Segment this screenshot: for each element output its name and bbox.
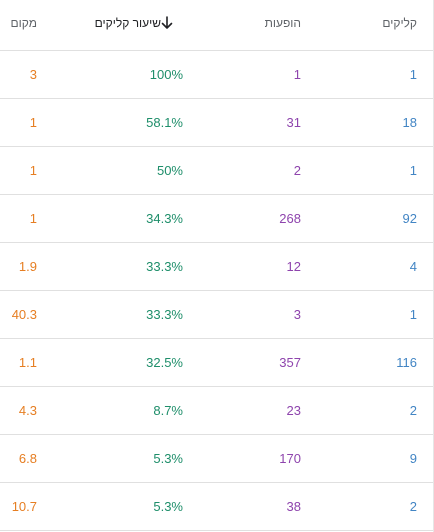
cell-impressions: 12 bbox=[286, 259, 301, 274]
cell-position: 1.9 bbox=[18, 259, 37, 274]
table-row[interactable]: 18 31 58.1% 1 bbox=[0, 99, 434, 147]
cell-clicks: 18 bbox=[402, 115, 417, 130]
cell-clicks: 2 bbox=[409, 403, 417, 418]
cell-impressions: 1 bbox=[293, 67, 301, 82]
table-row[interactable]: 1 3 33.3% 40.3 bbox=[0, 291, 434, 339]
cell-clicks: 4 bbox=[409, 259, 417, 274]
table-row[interactable]: 1 2 50% 1 bbox=[0, 147, 434, 195]
cell-position: 1 bbox=[29, 163, 37, 178]
table-body: 1 1 100% 3 18 31 58.1% 1 1 2 50% 1 92 268 34.3% 1 4 12 33.… bbox=[0, 51, 434, 531]
cell-ctr: 33.3% bbox=[146, 307, 183, 322]
column-header-impressions-label: הופעות bbox=[264, 16, 301, 30]
cell-clicks: 92 bbox=[402, 211, 417, 226]
table-row[interactable]: 2 38 5.3% 10.7 bbox=[0, 483, 434, 531]
column-header-clicks[interactable]: קליקים bbox=[382, 0, 417, 48]
table-row[interactable]: 9 170 5.3% 6.8 bbox=[0, 435, 434, 483]
table-row[interactable]: 4 12 33.3% 1.9 bbox=[0, 243, 434, 291]
cell-impressions: 38 bbox=[286, 499, 301, 514]
cell-clicks: 9 bbox=[409, 451, 417, 466]
table-header: קליקים הופעות שיעור קליקים מקום bbox=[0, 0, 434, 51]
arrow-down-icon[interactable] bbox=[161, 16, 173, 30]
cell-impressions: 2 bbox=[293, 163, 301, 178]
cell-clicks: 1 bbox=[409, 307, 417, 322]
cell-impressions: 170 bbox=[279, 451, 301, 466]
cell-ctr: 5.3% bbox=[153, 451, 183, 466]
cell-impressions: 31 bbox=[286, 115, 301, 130]
column-header-ctr[interactable]: שיעור קליקים bbox=[95, 0, 183, 48]
table-row[interactable]: 1 1 100% 3 bbox=[0, 51, 434, 99]
cell-position: 4.3 bbox=[18, 403, 37, 418]
cell-position: 10.7 bbox=[11, 499, 37, 514]
cell-position: 40.3 bbox=[11, 307, 37, 322]
cell-clicks: 1 bbox=[409, 163, 417, 178]
cell-impressions: 3 bbox=[293, 307, 301, 322]
cell-ctr: 100% bbox=[149, 67, 183, 82]
cell-ctr: 33.3% bbox=[146, 259, 183, 274]
cell-ctr: 34.3% bbox=[146, 211, 183, 226]
cell-ctr: 5.3% bbox=[153, 499, 183, 514]
cell-ctr: 50% bbox=[156, 163, 183, 178]
column-header-clicks-label: קליקים bbox=[382, 16, 417, 30]
cell-impressions: 268 bbox=[279, 211, 301, 226]
column-header-position[interactable]: מקום bbox=[11, 0, 37, 48]
cell-ctr: 58.1% bbox=[146, 115, 183, 130]
column-header-impressions[interactable]: הופעות bbox=[265, 0, 301, 48]
cell-ctr: 32.5% bbox=[146, 355, 183, 370]
column-header-ctr-label: שיעור קליקים bbox=[94, 16, 161, 30]
cell-position: 1 bbox=[29, 211, 37, 226]
table-row[interactable]: 116 357 32.5% 1.1 bbox=[0, 339, 434, 387]
cell-position: 3 bbox=[29, 67, 37, 82]
cell-impressions: 357 bbox=[279, 355, 301, 370]
cell-clicks: 116 bbox=[396, 355, 417, 370]
cell-position: 1.1 bbox=[18, 355, 37, 370]
cell-position: 1 bbox=[29, 115, 37, 130]
cell-clicks: 2 bbox=[409, 499, 417, 514]
cell-impressions: 23 bbox=[286, 403, 301, 418]
table-row[interactable]: 92 268 34.3% 1 bbox=[0, 195, 434, 243]
cell-clicks: 1 bbox=[409, 67, 417, 82]
column-header-position-label: מקום bbox=[10, 16, 37, 30]
cell-ctr: 8.7% bbox=[153, 403, 183, 418]
cell-position: 6.8 bbox=[18, 451, 37, 466]
table-row[interactable]: 2 23 8.7% 4.3 bbox=[0, 387, 434, 435]
